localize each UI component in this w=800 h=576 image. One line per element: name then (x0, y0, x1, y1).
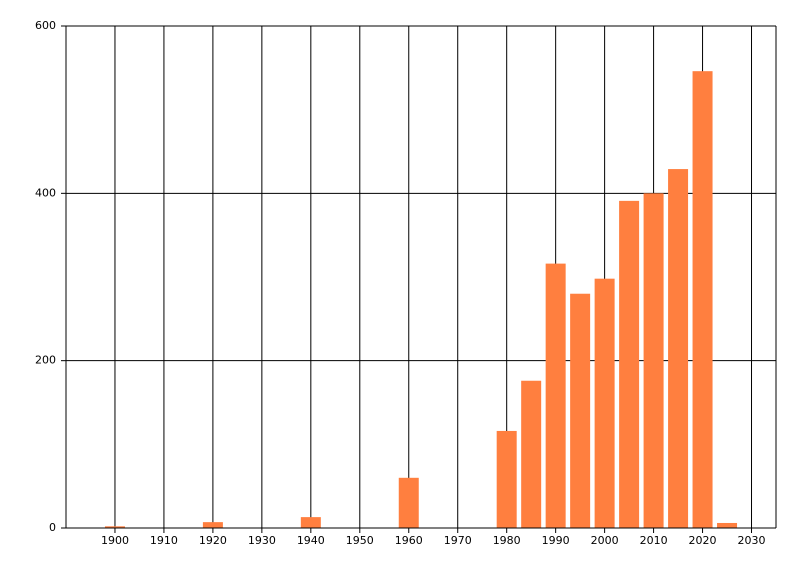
bar (668, 169, 689, 528)
y-tick-label: 600 (35, 19, 56, 32)
bar (521, 380, 542, 528)
x-tick-label: 2020 (689, 534, 717, 547)
y-tick-label: 200 (35, 354, 56, 367)
x-tick-label: 2010 (640, 534, 668, 547)
bar (496, 430, 517, 528)
x-tick-label: 1940 (297, 534, 325, 547)
bar (570, 293, 591, 528)
bar (202, 522, 223, 528)
bar (300, 517, 321, 528)
x-tick-label: 1920 (199, 534, 227, 547)
x-tick-label: 1960 (395, 534, 423, 547)
x-tick-label: 1970 (444, 534, 472, 547)
x-tick-label: 1930 (248, 534, 276, 547)
x-tick-label: 1990 (542, 534, 570, 547)
y-tick-label: 400 (35, 186, 56, 199)
bar (398, 477, 419, 528)
x-tick-label: 1980 (493, 534, 521, 547)
axes: 0 200 400 600 1900 1910 1920 1930 1940 1950 1960 19… (35, 19, 777, 547)
y-tick-label: 0 (49, 521, 56, 534)
bar (545, 263, 566, 528)
bar (619, 200, 640, 528)
x-tick-label: 2030 (738, 534, 766, 547)
bar (104, 526, 125, 528)
bar (692, 71, 713, 529)
bars (104, 71, 738, 529)
x-tick-label: 2000 (591, 534, 619, 547)
bar (717, 522, 738, 528)
bar (594, 278, 615, 528)
x-tick-label: 1950 (346, 534, 374, 547)
bar (643, 193, 664, 529)
x-tick-label: 1900 (101, 534, 129, 547)
x-tick-label: 1910 (150, 534, 178, 547)
